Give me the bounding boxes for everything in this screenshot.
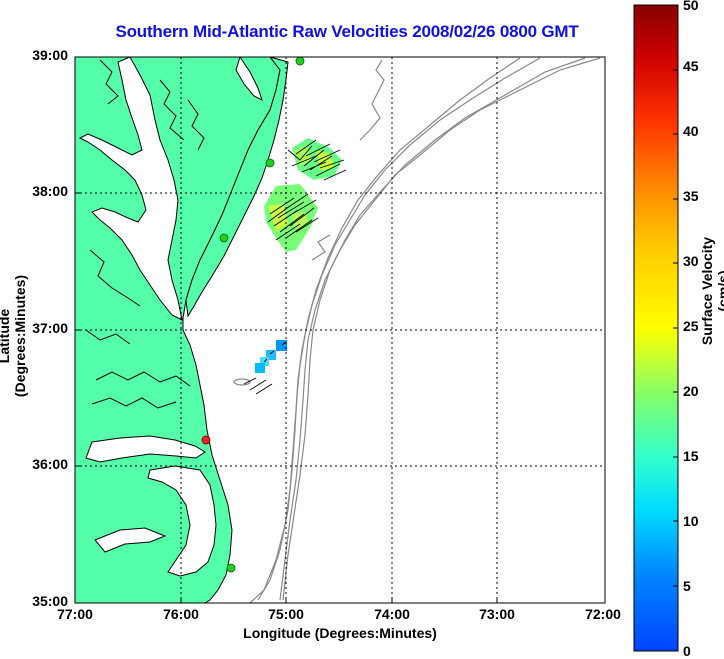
x-tick-label: 77:00 <box>57 606 93 622</box>
y-tick-label: 39:00 <box>32 47 68 63</box>
bathymetry-contours <box>233 57 601 603</box>
colorbar-tick: 50 <box>683 0 699 13</box>
radar-stations <box>201 57 305 573</box>
x-tick-label: 76:00 <box>163 606 199 622</box>
colorbar-tick: 5 <box>683 578 691 594</box>
colorbar <box>633 4 679 652</box>
colorbar-tick: 40 <box>683 123 699 139</box>
albemarle-sound <box>85 435 206 463</box>
colorbar-tick: 20 <box>683 383 699 399</box>
x-tick-label: 73:00 <box>479 606 515 622</box>
y-tick-label: 35:00 <box>32 593 68 609</box>
x-tick-label: 75:00 <box>268 606 304 622</box>
colorbar-tick: 15 <box>683 448 699 464</box>
axis-ticks <box>75 192 498 603</box>
station-marker <box>226 563 236 573</box>
colorbar-tick: 30 <box>683 253 699 269</box>
map-title: Southern Mid-Atlantic Raw Velocities 200… <box>115 22 579 41</box>
colorbar-tick: 25 <box>683 318 699 334</box>
station-marker <box>201 435 211 445</box>
colorbar-tick: 35 <box>683 188 699 204</box>
colorbar-ticks <box>673 69 678 587</box>
pamlico-sound <box>147 465 217 577</box>
neuse-river <box>94 527 167 553</box>
x-axis-label: Longitude (Degrees:Minutes) <box>243 625 437 641</box>
delmarva-peninsula <box>185 57 289 318</box>
y-tick-label: 37:00 <box>32 320 68 336</box>
x-tick-label: 74:00 <box>374 606 410 622</box>
y-tick-label: 38:00 <box>32 183 68 199</box>
colorbar-tick: 45 <box>683 58 699 74</box>
y-tick-label: 36:00 <box>32 456 68 472</box>
chesapeake-bay <box>78 57 183 321</box>
station-marker <box>295 57 305 66</box>
station-marker <box>265 158 275 168</box>
x-tick-label: 72:00 <box>585 606 621 622</box>
grid-lines <box>75 57 605 603</box>
coastline-detail <box>85 59 205 409</box>
colorbar-tick: 0 <box>683 643 691 659</box>
colorbar-tick: 10 <box>683 513 699 529</box>
station-marker <box>219 233 229 243</box>
delaware-bay <box>235 57 263 101</box>
water-bodies <box>78 57 263 577</box>
